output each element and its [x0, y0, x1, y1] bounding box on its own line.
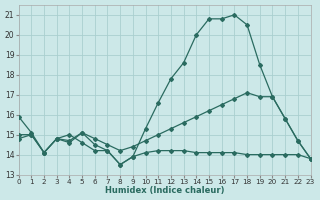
- X-axis label: Humidex (Indice chaleur): Humidex (Indice chaleur): [105, 186, 224, 195]
